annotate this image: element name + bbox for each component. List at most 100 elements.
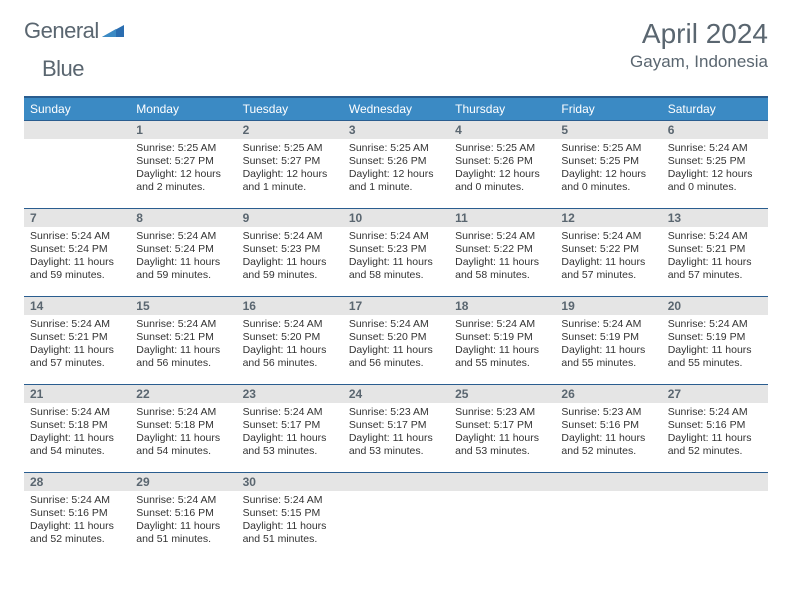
daylight-text: Daylight: 11 hours and 52 minutes. — [668, 432, 762, 458]
day-number: 12 — [555, 209, 661, 227]
sunset-text: Sunset: 5:27 PM — [243, 155, 337, 168]
day-number: 27 — [662, 385, 768, 403]
day-details: Sunrise: 5:25 AMSunset: 5:26 PMDaylight:… — [449, 139, 555, 195]
day-number: 6 — [662, 121, 768, 139]
sunset-text: Sunset: 5:16 PM — [561, 419, 655, 432]
day-number: 25 — [449, 385, 555, 403]
day-number: 18 — [449, 297, 555, 315]
day-details: Sunrise: 5:25 AMSunset: 5:27 PMDaylight:… — [237, 139, 343, 195]
daylight-text: Daylight: 11 hours and 55 minutes. — [455, 344, 549, 370]
day-details: Sunrise: 5:23 AMSunset: 5:17 PMDaylight:… — [449, 403, 555, 459]
location: Gayam, Indonesia — [630, 52, 768, 72]
day-number — [24, 121, 130, 139]
calendar-day-cell: 26Sunrise: 5:23 AMSunset: 5:16 PMDayligh… — [555, 385, 661, 473]
day-details: Sunrise: 5:24 AMSunset: 5:17 PMDaylight:… — [237, 403, 343, 459]
sunset-text: Sunset: 5:18 PM — [136, 419, 230, 432]
calendar-week-row: 7Sunrise: 5:24 AMSunset: 5:24 PMDaylight… — [24, 209, 768, 297]
sunset-text: Sunset: 5:19 PM — [455, 331, 549, 344]
calendar-day-cell: 4Sunrise: 5:25 AMSunset: 5:26 PMDaylight… — [449, 121, 555, 209]
calendar-day-cell: 15Sunrise: 5:24 AMSunset: 5:21 PMDayligh… — [130, 297, 236, 385]
day-number: 4 — [449, 121, 555, 139]
day-number: 15 — [130, 297, 236, 315]
sunrise-text: Sunrise: 5:24 AM — [561, 318, 655, 331]
sunrise-text: Sunrise: 5:24 AM — [136, 494, 230, 507]
daylight-text: Daylight: 12 hours and 0 minutes. — [668, 168, 762, 194]
day-number: 5 — [555, 121, 661, 139]
day-details: Sunrise: 5:24 AMSunset: 5:20 PMDaylight:… — [237, 315, 343, 371]
daylight-text: Daylight: 11 hours and 55 minutes. — [561, 344, 655, 370]
logo-word-1: General — [24, 18, 99, 44]
sunrise-text: Sunrise: 5:24 AM — [136, 230, 230, 243]
daylight-text: Daylight: 11 hours and 54 minutes. — [30, 432, 124, 458]
calendar-day-cell: 5Sunrise: 5:25 AMSunset: 5:25 PMDaylight… — [555, 121, 661, 209]
daylight-text: Daylight: 11 hours and 56 minutes. — [349, 344, 443, 370]
day-details: Sunrise: 5:23 AMSunset: 5:17 PMDaylight:… — [343, 403, 449, 459]
day-details: Sunrise: 5:24 AMSunset: 5:23 PMDaylight:… — [237, 227, 343, 283]
day-number: 11 — [449, 209, 555, 227]
day-details: Sunrise: 5:24 AMSunset: 5:16 PMDaylight:… — [130, 491, 236, 547]
day-number: 20 — [662, 297, 768, 315]
daylight-text: Daylight: 12 hours and 1 minute. — [243, 168, 337, 194]
calendar-day-cell: 28Sunrise: 5:24 AMSunset: 5:16 PMDayligh… — [24, 473, 130, 561]
sunrise-text: Sunrise: 5:25 AM — [136, 142, 230, 155]
sunset-text: Sunset: 5:17 PM — [455, 419, 549, 432]
daylight-text: Daylight: 11 hours and 56 minutes. — [136, 344, 230, 370]
calendar-day-cell: 25Sunrise: 5:23 AMSunset: 5:17 PMDayligh… — [449, 385, 555, 473]
calendar-day-cell: 12Sunrise: 5:24 AMSunset: 5:22 PMDayligh… — [555, 209, 661, 297]
day-details: Sunrise: 5:24 AMSunset: 5:21 PMDaylight:… — [130, 315, 236, 371]
calendar-day-cell: 16Sunrise: 5:24 AMSunset: 5:20 PMDayligh… — [237, 297, 343, 385]
daylight-text: Daylight: 11 hours and 59 minutes. — [30, 256, 124, 282]
daylight-text: Daylight: 11 hours and 57 minutes. — [668, 256, 762, 282]
daylight-text: Daylight: 11 hours and 52 minutes. — [561, 432, 655, 458]
sunrise-text: Sunrise: 5:24 AM — [668, 230, 762, 243]
weekday-header: Saturday — [662, 97, 768, 121]
day-number: 16 — [237, 297, 343, 315]
sunset-text: Sunset: 5:24 PM — [30, 243, 124, 256]
calendar-day-cell — [24, 121, 130, 209]
day-number — [662, 473, 768, 491]
day-details: Sunrise: 5:24 AMSunset: 5:24 PMDaylight:… — [130, 227, 236, 283]
calendar-day-cell: 2Sunrise: 5:25 AMSunset: 5:27 PMDaylight… — [237, 121, 343, 209]
calendar-day-cell: 30Sunrise: 5:24 AMSunset: 5:15 PMDayligh… — [237, 473, 343, 561]
sunset-text: Sunset: 5:21 PM — [668, 243, 762, 256]
weekday-header: Monday — [130, 97, 236, 121]
sunset-text: Sunset: 5:27 PM — [136, 155, 230, 168]
weekday-header: Wednesday — [343, 97, 449, 121]
daylight-text: Daylight: 11 hours and 52 minutes. — [30, 520, 124, 546]
sunset-text: Sunset: 5:25 PM — [561, 155, 655, 168]
calendar-day-cell: 6Sunrise: 5:24 AMSunset: 5:25 PMDaylight… — [662, 121, 768, 209]
sunrise-text: Sunrise: 5:23 AM — [349, 406, 443, 419]
calendar-day-cell: 23Sunrise: 5:24 AMSunset: 5:17 PMDayligh… — [237, 385, 343, 473]
day-details: Sunrise: 5:24 AMSunset: 5:22 PMDaylight:… — [449, 227, 555, 283]
day-details: Sunrise: 5:24 AMSunset: 5:19 PMDaylight:… — [662, 315, 768, 371]
day-number — [343, 473, 449, 491]
calendar-day-cell — [662, 473, 768, 561]
sunrise-text: Sunrise: 5:23 AM — [561, 406, 655, 419]
day-number: 9 — [237, 209, 343, 227]
day-number: 8 — [130, 209, 236, 227]
sunrise-text: Sunrise: 5:24 AM — [30, 318, 124, 331]
daylight-text: Daylight: 11 hours and 55 minutes. — [668, 344, 762, 370]
sunrise-text: Sunrise: 5:25 AM — [349, 142, 443, 155]
month-title: April 2024 — [630, 18, 768, 50]
day-details: Sunrise: 5:25 AMSunset: 5:26 PMDaylight:… — [343, 139, 449, 195]
daylight-text: Daylight: 11 hours and 53 minutes. — [455, 432, 549, 458]
calendar-day-cell: 27Sunrise: 5:24 AMSunset: 5:16 PMDayligh… — [662, 385, 768, 473]
day-details: Sunrise: 5:24 AMSunset: 5:20 PMDaylight:… — [343, 315, 449, 371]
calendar-day-cell: 8Sunrise: 5:24 AMSunset: 5:24 PMDaylight… — [130, 209, 236, 297]
sunset-text: Sunset: 5:21 PM — [136, 331, 230, 344]
sunset-text: Sunset: 5:19 PM — [561, 331, 655, 344]
sunrise-text: Sunrise: 5:24 AM — [136, 318, 230, 331]
sunset-text: Sunset: 5:23 PM — [349, 243, 443, 256]
day-details: Sunrise: 5:24 AMSunset: 5:19 PMDaylight:… — [555, 315, 661, 371]
daylight-text: Daylight: 12 hours and 1 minute. — [349, 168, 443, 194]
sunrise-text: Sunrise: 5:24 AM — [30, 494, 124, 507]
day-number: 7 — [24, 209, 130, 227]
day-number: 10 — [343, 209, 449, 227]
sunrise-text: Sunrise: 5:24 AM — [30, 406, 124, 419]
sunrise-text: Sunrise: 5:24 AM — [349, 230, 443, 243]
daylight-text: Daylight: 11 hours and 57 minutes. — [30, 344, 124, 370]
day-details: Sunrise: 5:23 AMSunset: 5:16 PMDaylight:… — [555, 403, 661, 459]
weekday-header: Tuesday — [237, 97, 343, 121]
daylight-text: Daylight: 11 hours and 51 minutes. — [243, 520, 337, 546]
